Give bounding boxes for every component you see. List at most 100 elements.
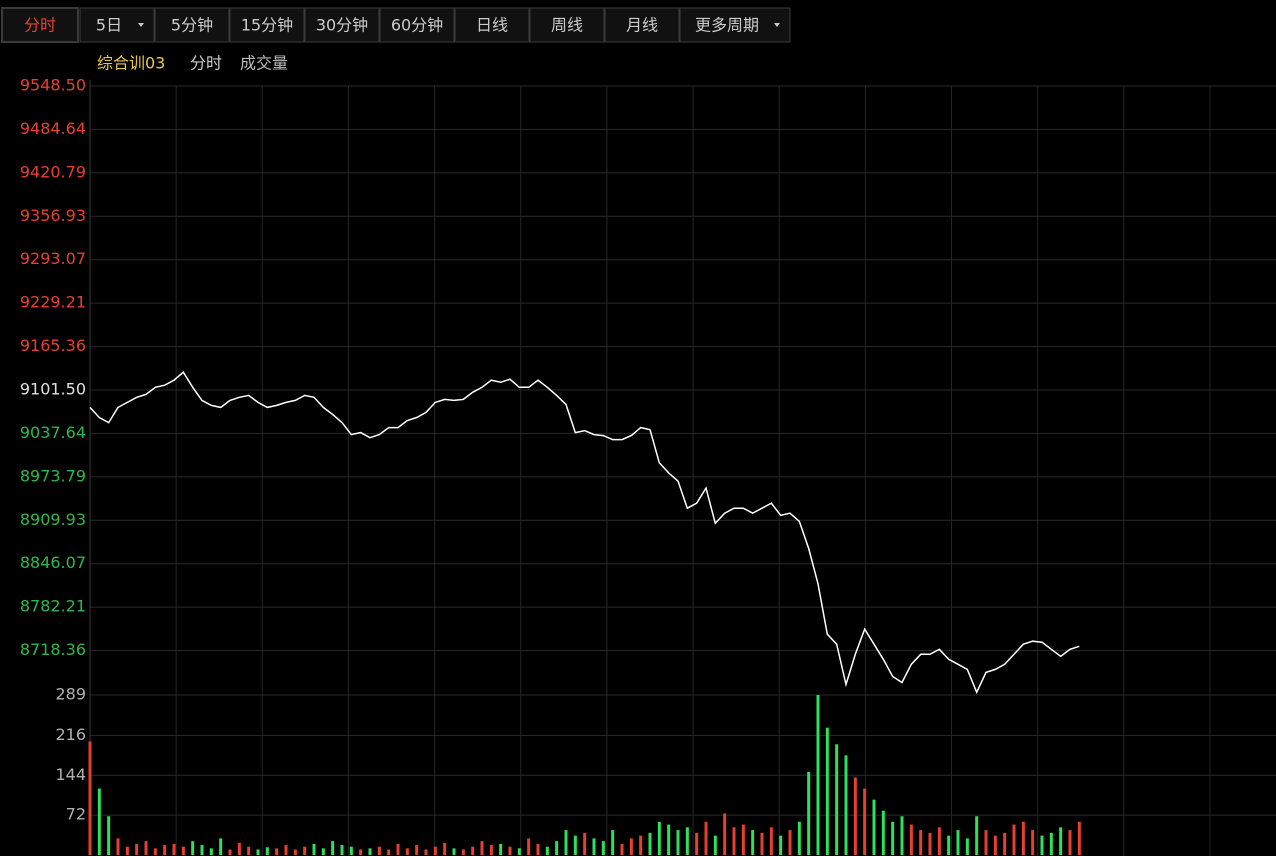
volume-bar: [592, 838, 596, 855]
volume-bar: [527, 838, 531, 855]
tab-label: 60分钟: [391, 16, 443, 35]
volume-bar: [377, 846, 381, 855]
volume-bar: [415, 845, 419, 855]
volume-bar: [303, 846, 307, 855]
volume-bar: [695, 832, 699, 855]
volume-bar: [387, 849, 391, 855]
dropdown-icon: [138, 23, 144, 27]
y-tick-label: 9101.50: [20, 380, 86, 399]
volume-bar: [499, 843, 503, 855]
y-tick-label: 9293.07: [20, 249, 86, 268]
volume-bar: [956, 830, 960, 855]
volume-bar: [405, 848, 409, 855]
volume-bar: [611, 830, 615, 855]
tab[interactable]: [454, 7, 530, 43]
volume-bar: [844, 755, 848, 855]
volume-bar: [489, 845, 493, 855]
volume-bar: [648, 832, 652, 855]
tab-label: 日线: [476, 16, 508, 35]
y-tick-label: 9420.79: [20, 162, 86, 181]
y-tick-label: 9165.36: [20, 336, 86, 355]
tab[interactable]: [229, 7, 305, 43]
y-tick-label: 8909.93: [20, 510, 86, 529]
volume-bar: [396, 843, 400, 855]
volume-bar: [741, 824, 745, 855]
volume-bar: [779, 835, 783, 855]
volume-bar: [919, 830, 923, 855]
toolbar: 分时 5日 5分钟 15分钟 30分钟 60分钟 日线 周线 月线 更多周期: [1, 7, 791, 43]
volume-bar: [545, 846, 549, 855]
volume-bar: [247, 846, 251, 855]
volume-bar: [984, 830, 988, 855]
volume-bar: [900, 816, 904, 855]
volume-bar: [321, 848, 325, 855]
y-tick-label: 9229.21: [20, 293, 86, 312]
tab[interactable]: [529, 7, 605, 43]
volume-bar: [993, 835, 997, 855]
tab[interactable]: [679, 7, 791, 43]
volume-bar: [797, 821, 801, 855]
tab[interactable]: [1, 7, 79, 43]
volume-bar: [573, 835, 577, 855]
dropdown-icon: [774, 23, 780, 27]
volume-bar: [125, 846, 129, 855]
volume-bar: [816, 695, 820, 855]
tab-label: 分时: [24, 16, 56, 35]
volume-bar: [153, 848, 157, 855]
volume-bar: [667, 824, 671, 855]
volume-bar: [928, 832, 932, 855]
volume-bar: [760, 832, 764, 855]
legend-indicator: 成交量: [240, 54, 288, 73]
price-line: [89, 371, 1080, 695]
volume-bar: [909, 824, 913, 855]
volume-bar: [508, 846, 512, 855]
volume-bar: [191, 841, 195, 855]
volume-bar: [629, 838, 633, 855]
volume-bar: [200, 845, 204, 855]
volume-bar: [1068, 830, 1072, 855]
volume-bar: [891, 821, 895, 855]
volume-bar: [107, 816, 111, 855]
volume-bar: [807, 771, 811, 855]
volume-bar: [1077, 821, 1081, 855]
volume-bar: [461, 849, 465, 855]
volume-bar: [639, 835, 643, 855]
volume-bar: [88, 741, 92, 855]
volume-bar: [835, 744, 839, 855]
legend-period: 分时: [190, 54, 222, 73]
volume-bar: [872, 799, 876, 855]
volume-bar: [312, 843, 316, 855]
volume-bar: [349, 846, 353, 855]
volume-bar: [1012, 824, 1016, 855]
volume-bar: [424, 849, 428, 855]
y-tick-label: 216: [55, 725, 86, 744]
tab[interactable]: [604, 7, 680, 43]
tab[interactable]: [304, 7, 380, 43]
tab[interactable]: [379, 7, 455, 43]
volume-bar: [359, 849, 363, 855]
volume-bar: [135, 843, 139, 855]
tab[interactable]: [154, 7, 230, 43]
volume-bar: [657, 821, 661, 855]
volume-bar: [704, 821, 708, 855]
volume-bar: [723, 813, 727, 855]
y-tick-label: 144: [55, 765, 86, 784]
volume-bar: [965, 838, 969, 855]
y-tick-label: 9356.93: [20, 206, 86, 225]
y-tick-label: 9548.50: [20, 76, 86, 95]
volume-bar: [228, 849, 232, 855]
volume-bar: [881, 810, 885, 855]
volume-bar: [1003, 832, 1007, 855]
y-tick-label: 9484.64: [20, 119, 86, 138]
volume-bar: [1040, 835, 1044, 855]
legend-symbol: 综合训03: [97, 54, 165, 73]
volume-bar: [480, 841, 484, 855]
volume-bar: [583, 832, 587, 855]
y-tick-label: 72: [66, 805, 86, 824]
y-tick-label: 8973.79: [20, 466, 86, 485]
volume-bar: [853, 777, 857, 855]
volume-bar: [555, 841, 559, 855]
y-tick-label: 8718.36: [20, 640, 86, 659]
